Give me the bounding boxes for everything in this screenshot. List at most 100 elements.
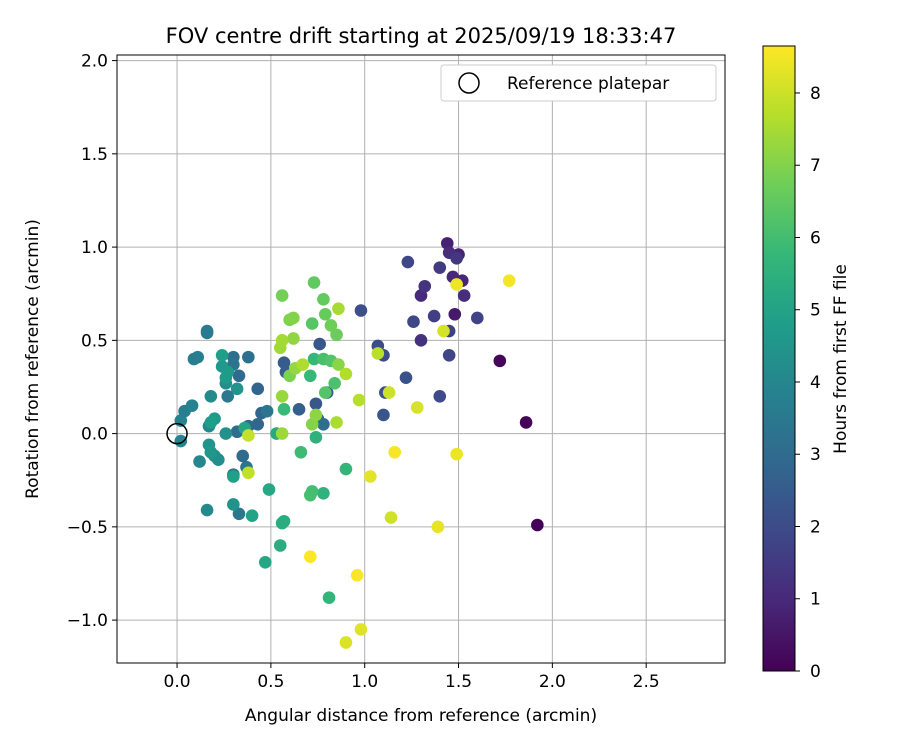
data-point [307,276,321,289]
data-point [431,520,445,534]
data-point [382,386,396,399]
data-point [318,307,332,321]
legend: Reference platepar [440,64,717,102]
data-point [287,311,300,325]
x-tick-label: 1.0 [351,672,378,692]
colorbar-tick-label: 1 [810,590,821,610]
data-point [275,289,289,302]
data-point [437,324,450,338]
data-point [332,302,345,315]
data-point [410,401,424,414]
data-point [191,350,204,364]
colorbar [762,45,796,672]
data-point [384,511,398,524]
data-point [414,334,428,347]
data-point [309,408,323,422]
data-point [242,429,255,442]
data-point [273,539,287,552]
data-point [200,503,214,517]
y-tick-label: 0.5 [81,331,108,351]
data-point [317,486,330,500]
data-point [185,399,199,412]
data-point [328,376,341,390]
legend-entry-reference: Reference platepar [507,74,669,94]
data-point [330,328,343,342]
data-point [442,348,456,362]
x-tick-label: 0.0 [164,672,191,692]
data-point [232,507,246,521]
data-point [277,403,291,416]
legend-box [440,64,717,102]
x-axis-label: Angular distance from reference (arcmin) [245,706,597,726]
data-point [309,397,323,411]
data-point [330,416,343,429]
data-point [354,623,368,636]
data-point [313,337,326,351]
data-point [204,416,218,429]
data-point [317,417,330,431]
data-point [388,445,402,459]
x-tick-label: 0.5 [257,672,284,692]
data-point [204,390,218,403]
data-point [493,354,507,368]
y-axis-ticks: −1.0 −0.5 0.0 0.5 1.0 1.5 2.0 [67,52,117,631]
data-point [433,390,447,403]
colorbar-tick-label: 5 [810,301,821,321]
data-point [287,332,300,345]
data-point [219,427,233,440]
data-point [251,417,265,431]
data-point [457,289,471,302]
data-point [324,319,338,332]
data-point [354,304,368,317]
data-point [470,311,484,325]
data-point [227,498,240,511]
data-point [277,356,291,370]
data-point [450,447,463,461]
data-point [450,278,463,291]
data-point [221,365,235,379]
data-point [303,369,317,383]
data-point [318,386,332,399]
data-point [371,347,385,360]
x-tick-label: 2.5 [633,672,660,692]
data-point [296,358,310,371]
data-point [352,393,366,407]
data-point [242,466,255,480]
data-point [258,555,272,569]
data-point [236,449,250,463]
data-point [227,470,240,483]
chart-title: FOV centre drift starting at 2025/09/19 … [166,24,677,48]
data-point [204,445,218,459]
data-point [292,403,306,416]
data-point [230,382,244,396]
data-point [275,390,289,403]
colorbar-tick-label: 6 [810,228,821,248]
y-tick-label: 2.0 [81,52,108,72]
colorbar-tick-label: 7 [810,156,821,176]
reference-marker-group [166,422,188,445]
data-point [377,408,390,422]
data-point [193,455,206,468]
y-tick-label: 1.0 [81,238,108,258]
colorbar-tick-label: 4 [810,373,821,393]
colorbar-tick-label: 0 [810,662,821,682]
y-tick-label: 0.0 [81,425,108,445]
data-point [339,367,353,381]
data-point [294,445,308,459]
data-point [407,315,420,328]
y-tick-label: 1.5 [81,145,108,165]
data-point [433,261,447,274]
data-point [418,279,432,293]
data-point [519,416,533,429]
data-point [245,509,259,522]
data-point [364,470,377,483]
data-points [174,237,544,649]
data-point [251,382,265,396]
data-point [174,434,188,448]
data-point [317,293,330,306]
data-point [262,483,276,496]
data-point [332,358,345,371]
data-point [350,569,364,582]
data-point [221,390,235,403]
data-point [242,350,255,364]
